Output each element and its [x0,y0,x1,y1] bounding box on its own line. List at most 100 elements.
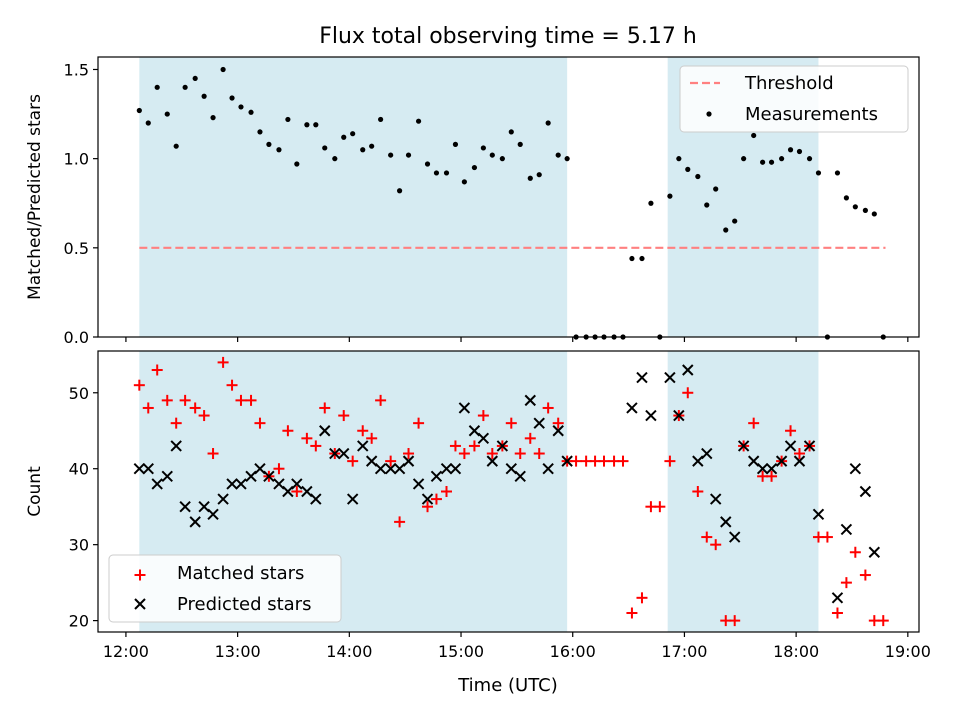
x-tick-label: 14:00 [326,642,372,661]
measurement-point [173,143,179,149]
measurement-point [415,118,422,124]
matched-star-marker [793,448,805,460]
marker-stroke [737,440,750,452]
predicted-star-marker [868,546,881,558]
x-tick-label: 15:00 [438,642,484,661]
measurement-point [806,156,813,162]
predicted-star-marker [737,440,750,452]
marker-stroke [682,364,694,376]
measurement-point [639,255,645,262]
predicted-star-marker [338,447,350,460]
x-tick-label: 17:00 [661,642,707,661]
marker-stroke [291,478,303,490]
marker-stroke [468,425,481,437]
y-tick-label: 50 [69,384,89,403]
matched-star-marker [598,455,610,467]
measurement-point [360,147,366,153]
matched-star-marker [477,410,489,422]
measurement-point [229,95,235,101]
predicted-star-marker [329,447,341,460]
marker-stroke [142,463,154,475]
predicted-star-marker [412,478,425,490]
matched-star-marker [570,455,582,467]
y-axis-label: Count [25,466,45,517]
y-tick-label: 40 [69,460,89,479]
legend-label: Measurements [745,104,878,125]
marker-stroke [170,440,182,452]
legend-label: Matched stars [177,563,304,584]
count-panel: 20 30 40 50 12:00 13:00 14:00 15:00 16:00 17:00 18… [25,350,931,661]
marker-stroke [720,516,732,528]
marker-stroke [673,409,685,422]
predicted-star-marker [226,478,238,490]
matched-star-marker [179,394,191,406]
x-tick-label: 19:00 [885,642,931,661]
matched-star-marker [357,425,369,437]
marker-stroke [524,394,536,407]
matched-star-marker [301,432,313,444]
marker-stroke [477,432,490,445]
matched-star-marker [449,440,461,452]
measurement-point [266,141,272,147]
matched-star-marker [486,448,498,460]
measurement-point [201,93,207,99]
predicted-star-marker [673,409,685,422]
measurement-point [332,156,338,162]
marker-stroke [207,508,219,520]
predicted-star-marker [319,425,331,437]
marker-stroke [533,417,545,429]
marker-stroke [421,493,434,505]
measurement-point [779,156,785,162]
matched-star-marker [151,364,163,376]
measurement-point [760,159,766,165]
predicted-star-marker [263,470,275,483]
predicted-star-marker [728,531,741,543]
predicted-star-marker [514,470,526,483]
matched-star-marker [366,432,378,444]
measurement-point [304,122,310,128]
matched-star-marker [282,425,294,437]
predicted-star-marker [179,500,191,513]
matched-star-marker [682,387,694,399]
marker-stroke [263,470,275,483]
marker-stroke [812,508,825,520]
marker-stroke [189,516,201,528]
marker-stroke [319,425,331,437]
predicted-star-marker [458,402,471,414]
marker-stroke [365,455,378,467]
marker-stroke [458,402,471,414]
measurement-point [695,173,701,180]
marker-stroke [728,531,741,543]
measurement-point [527,175,533,181]
measurement-point [489,152,495,158]
marker-stroke [161,470,173,483]
marker-stroke [701,447,713,460]
matched-star-marker [821,531,833,543]
predicted-star-marker [189,516,201,528]
legend-predicted-swatch [134,598,146,610]
legend-label: Predicted stars [177,594,311,615]
y-tick-label: 0.5 [64,239,89,258]
measurement-point [676,156,682,162]
matched-star-marker [458,448,470,460]
x-axis-label: Time (UTC) [457,675,558,696]
predicted-star-marker [142,463,154,475]
measurement-point [667,193,673,199]
predicted-star-marker [664,371,676,384]
measurement-point [723,227,729,233]
predicted-star-marker [812,508,825,520]
matched-star-marker [785,425,797,437]
x-tick-label: 12:00 [103,642,149,661]
marker-stroke [402,455,415,467]
x-tick-label: 13:00 [215,642,261,661]
measurement-point [424,161,431,167]
predicted-star-marker [133,463,146,475]
predicted-star-marker [449,463,462,475]
matched-star-marker [849,546,861,558]
shaded-span [139,57,568,337]
matched-star-marker [273,463,285,475]
marker-stroke [505,463,517,475]
measurement-point [154,84,160,90]
marker-stroke [440,463,453,475]
matched-star-marker [710,539,722,551]
